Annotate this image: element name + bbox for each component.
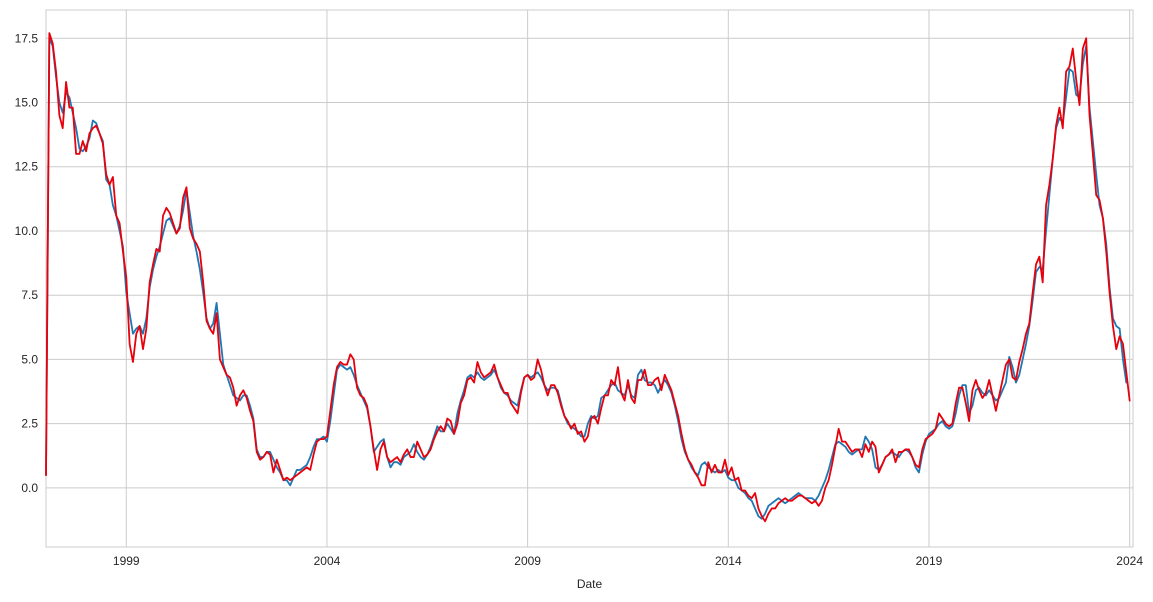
y-tick-label: 0.0 [21, 481, 38, 495]
y-axis: 0.0 2.5 5.0 7.5 10.0 12.5 15.0 17.5 [15, 31, 39, 495]
plot-frame [45, 9, 1134, 548]
y-tick-label: 2.5 [21, 417, 38, 431]
x-tick-label: 2014 [715, 554, 742, 568]
x-tick-label: 2004 [314, 554, 341, 568]
x-tick-label: 2009 [514, 554, 541, 568]
series-layer [45, 32, 1131, 523]
y-tick-label: 10.0 [15, 224, 39, 238]
x-tick-label: 1999 [113, 554, 140, 568]
y-tick-label: 5.0 [21, 352, 38, 366]
grid [46, 10, 1133, 547]
x-axis-title: Date [577, 577, 603, 591]
y-tick-label: 15.0 [15, 95, 39, 109]
y-tick-label: 12.5 [15, 160, 39, 174]
y-tick-label: 17.5 [15, 31, 39, 45]
y-tick-label: 7.5 [21, 288, 38, 302]
x-tick-label: 2024 [1116, 554, 1143, 568]
x-tick-label: 2019 [916, 554, 943, 568]
x-axis: 1999 2004 2009 2014 2019 2024 [113, 554, 1143, 568]
series-line-2 [45, 32, 1131, 523]
plot-background [46, 10, 1133, 547]
